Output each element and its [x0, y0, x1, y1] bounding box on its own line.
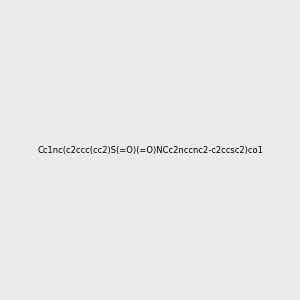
Text: Cc1nc(c2ccc(cc2)S(=O)(=O)NCc2nccnc2-c2ccsc2)co1: Cc1nc(c2ccc(cc2)S(=O)(=O)NCc2nccnc2-c2cc…: [37, 146, 263, 154]
